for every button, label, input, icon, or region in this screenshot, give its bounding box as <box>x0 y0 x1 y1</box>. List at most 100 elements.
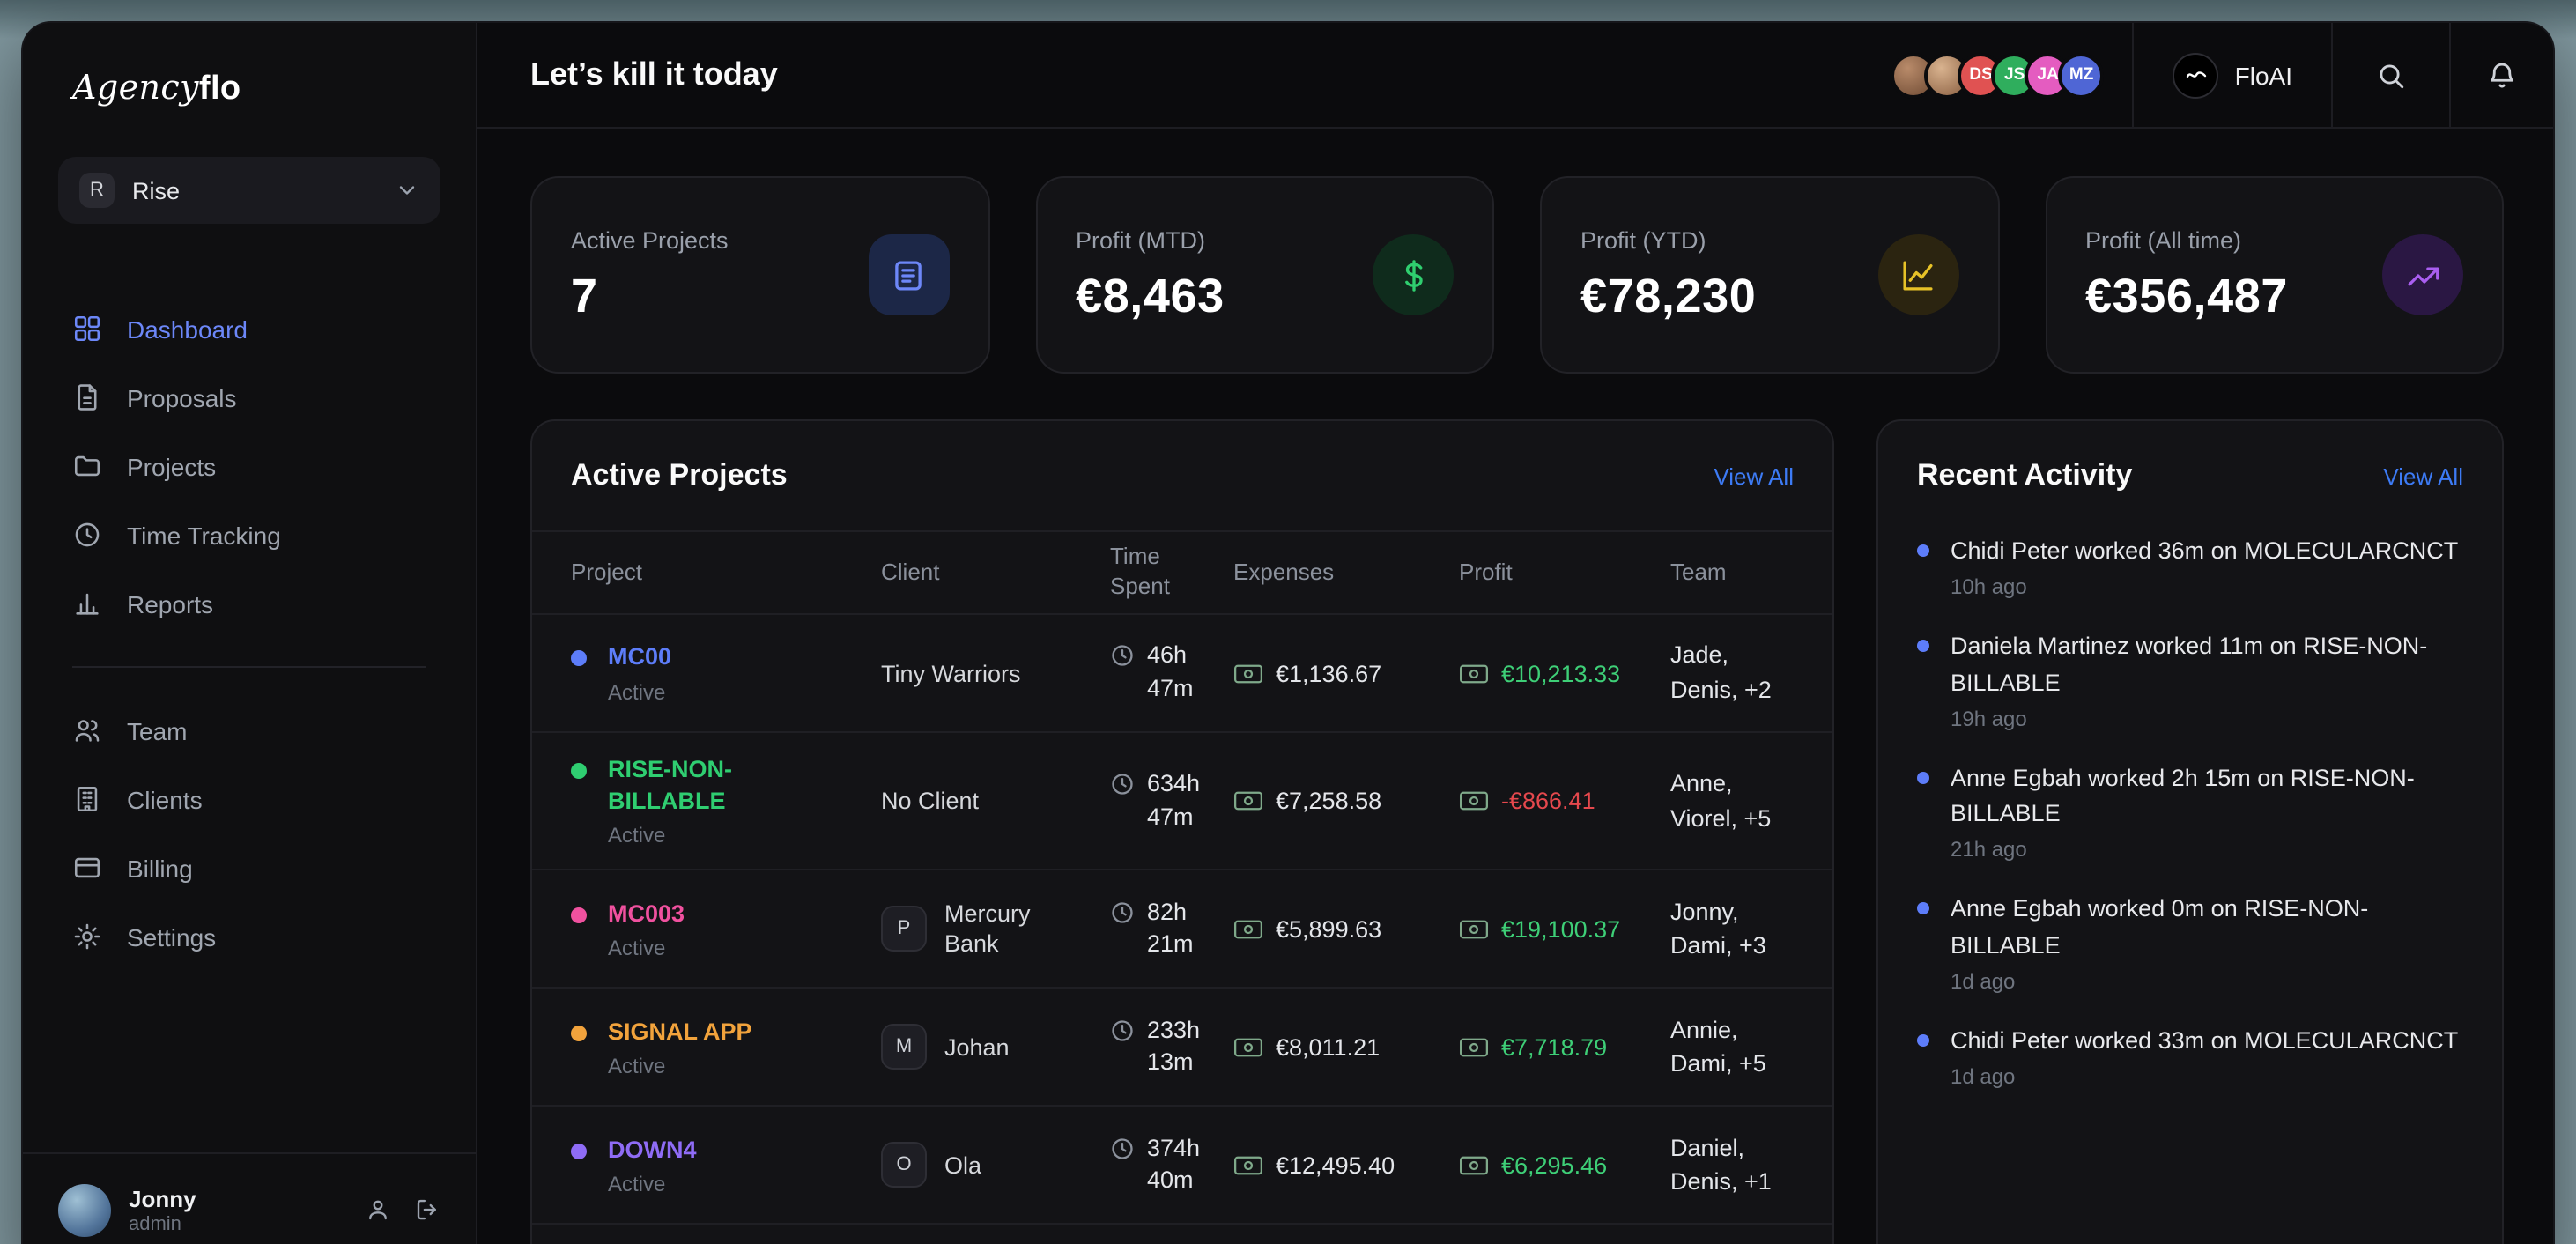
activity-item: Anne Egbah worked 0m on RISE-NON-BILLABL… <box>1917 892 2463 994</box>
profit-value: €19,100.37 <box>1501 915 1621 943</box>
dollar-icon <box>1373 234 1454 315</box>
project-status: Active <box>608 823 666 848</box>
bell-icon <box>2486 59 2518 91</box>
activity-timestamp: 10h ago <box>1951 574 2027 600</box>
sidebar-item-proposals[interactable]: Proposals <box>23 363 476 432</box>
logout-icon[interactable] <box>414 1196 440 1223</box>
sidebar-item-label: Dashboard <box>127 315 248 343</box>
folder-icon <box>72 451 102 481</box>
clock-icon <box>1110 772 1135 796</box>
document-list-icon <box>868 234 949 315</box>
column-header: Project <box>571 558 642 585</box>
sidebar-item-settings[interactable]: Settings <box>23 902 476 971</box>
view-all-activity-link[interactable]: View All <box>2383 463 2463 489</box>
clock-icon <box>1110 643 1135 668</box>
status-dot <box>571 907 587 923</box>
notifications-button[interactable] <box>2451 23 2553 127</box>
table-row[interactable]: MC00 Active Tiny Warriors 46h 47m €1,136… <box>532 615 1832 733</box>
stat-label: Active Projects <box>571 226 729 253</box>
table-row[interactable]: DOWN4 Active O Ola 374h 40m <box>532 1107 1832 1225</box>
header-divider <box>2331 23 2333 127</box>
sidebar-nav-primary: Dashboard Proposals Projects Time Tracki… <box>23 294 476 638</box>
time-spent: 82h 21m <box>1147 898 1194 958</box>
expenses-value: €7,258.58 <box>1276 788 1382 815</box>
search-icon <box>2375 59 2407 91</box>
sidebar-item-label: Team <box>127 716 188 744</box>
workspace-initial: R <box>79 173 115 208</box>
time-spent: 634h 47m <box>1147 769 1201 830</box>
activity-text: Daniela Martinez worked 11m on RISE-NON-… <box>1951 633 2428 696</box>
expenses-value: €5,899.63 <box>1276 915 1382 943</box>
expenses-value: €1,136.67 <box>1276 660 1382 686</box>
sidebar-item-reports[interactable]: Reports <box>23 569 476 638</box>
gear-icon <box>72 922 102 952</box>
sidebar-item-clients[interactable]: Clients <box>23 765 476 833</box>
sidebar-item-label: Clients <box>127 785 203 813</box>
project-name-link[interactable]: SIGNAL APP <box>608 1018 752 1045</box>
banknote-icon <box>1233 1036 1263 1059</box>
sidebar-item-projects[interactable]: Projects <box>23 432 476 500</box>
status-dot <box>571 763 587 779</box>
project-name-link[interactable]: MC00 <box>608 643 672 670</box>
client-avatar: P <box>881 906 927 952</box>
project-name-link[interactable]: DOWN4 <box>608 1136 697 1163</box>
project-name-link[interactable]: RISE-NON-BILLABLE <box>608 756 732 815</box>
table-row[interactable]: MC003 Active P Mercury Bank 82h 21m <box>532 871 1832 989</box>
clock-icon <box>72 520 102 550</box>
building-icon <box>72 784 102 814</box>
person-icon[interactable] <box>365 1196 391 1223</box>
sidebar-item-billing[interactable]: Billing <box>23 833 476 902</box>
banknote-icon <box>1459 918 1489 941</box>
table-row[interactable]: SIGNAL APP Active M Johan 233h 13m <box>532 989 1832 1107</box>
main-area: Let’s kill it today DS JS JA MZ FloAI <box>477 23 2553 1244</box>
banknote-icon <box>1233 789 1263 812</box>
column-header: Time Spent <box>1110 543 1170 599</box>
stat-value: 7 <box>571 269 598 322</box>
activity-timestamp: 1d ago <box>1951 968 2016 994</box>
line-chart-icon <box>1877 234 1958 315</box>
user-avatar <box>58 1183 111 1236</box>
view-all-projects-link[interactable]: View All <box>1714 463 1794 489</box>
sidebar-item-dashboard[interactable]: Dashboard <box>23 294 476 363</box>
panel-title: Active Projects <box>571 458 788 492</box>
workspace-selector[interactable]: R Rise <box>58 157 440 224</box>
sidebar-divider <box>72 666 426 668</box>
stat-value: €78,230 <box>1580 269 1757 322</box>
status-dot <box>571 1143 587 1159</box>
banknote-icon <box>1459 662 1489 685</box>
activity-text: Anne Egbah worked 2h 15m on RISE-NON-BIL… <box>1951 764 2415 827</box>
column-header: Team <box>1670 558 1727 585</box>
activity-list: Chidi Peter worked 36m on MOLECULARCNCT … <box>1878 530 2502 1124</box>
team-members: Jade, Denis, +2 <box>1670 641 1772 703</box>
stat-value: €8,463 <box>1076 269 1225 322</box>
dashboard-content: Active Projects 7 Profit (MTD) €8,463 <box>477 129 2553 1244</box>
table-row[interactable]: RISE-NON-BILLABLE Active No Client 634h … <box>532 733 1832 871</box>
floai-button[interactable]: FloAI <box>2135 23 2331 127</box>
sidebar-item-label: Settings <box>127 922 217 951</box>
sidebar-item-time-tracking[interactable]: Time Tracking <box>23 500 476 569</box>
client-name: Tiny Warriors <box>881 660 1021 686</box>
bullet-dot <box>1917 902 1929 915</box>
bar-chart-icon <box>72 589 102 618</box>
sidebar-item-label: Billing <box>127 854 193 882</box>
time-spent: 374h 40m <box>1147 1134 1201 1194</box>
team-avatar-stack[interactable]: DS JS JA MZ <box>1891 52 2133 98</box>
stat-card-profit-mtd: Profit (MTD) €8,463 <box>1035 176 1494 374</box>
team-members: Jonny, Dami, +3 <box>1670 898 1766 959</box>
profit-value: €6,295.46 <box>1501 1151 1608 1179</box>
client-avatar: M <box>881 1024 927 1070</box>
banknote-icon <box>1233 918 1263 941</box>
banknote-icon <box>1233 1154 1263 1177</box>
project-status: Active <box>608 936 666 961</box>
banknote-icon <box>1233 662 1263 685</box>
sidebar-item-team[interactable]: Team <box>23 696 476 765</box>
stat-label: Profit (MTD) <box>1076 226 1205 253</box>
search-button[interactable] <box>2333 23 2449 127</box>
recent-activity-panel: Recent Activity View All Chidi Peter wor… <box>1876 419 2504 1244</box>
project-name-link[interactable]: MC003 <box>608 900 685 927</box>
panel-title: Recent Activity <box>1917 458 2133 492</box>
activity-text: Chidi Peter worked 36m on MOLECULARCNCT <box>1951 537 2459 564</box>
activity-timestamp: 19h ago <box>1951 706 2027 731</box>
client-name: Mercury Bank <box>944 900 1031 958</box>
clock-icon <box>1110 900 1135 924</box>
